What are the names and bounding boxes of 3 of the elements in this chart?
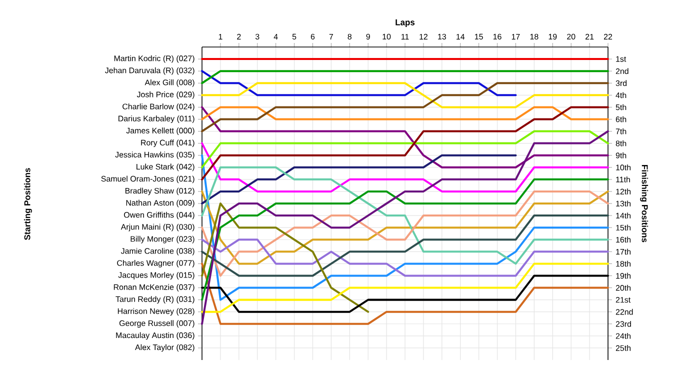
x-axis-title: Laps [396,19,415,27]
y2-axis-title: Finishing Positions [640,165,648,242]
text: Starting Positions [24,168,32,240]
